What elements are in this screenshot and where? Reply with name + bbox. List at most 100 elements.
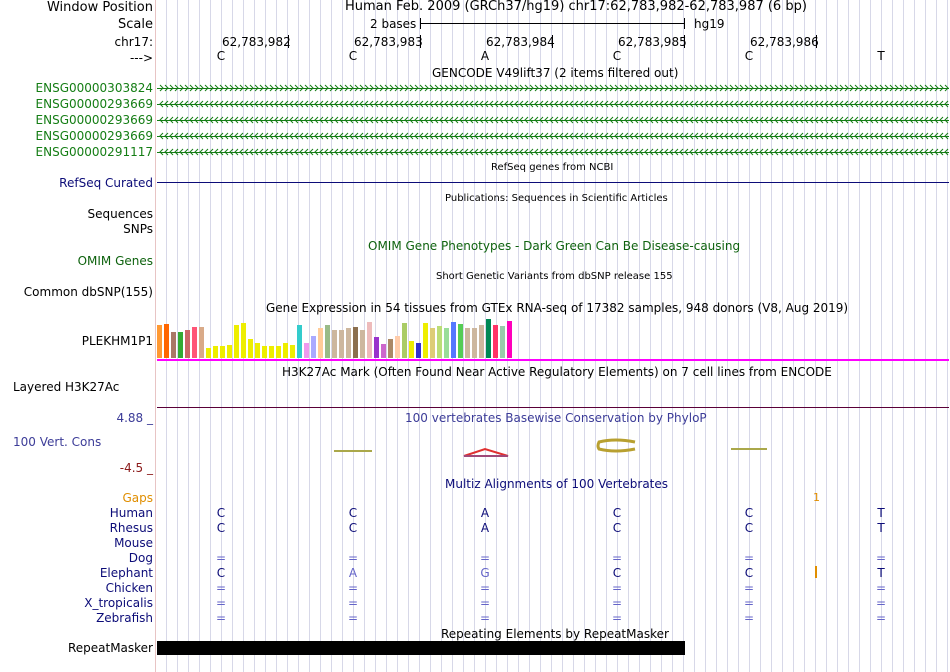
publications-title[interactable]: Publications: Sequences in Scientific Ar…	[445, 193, 668, 204]
gencode-title[interactable]: GENCODE V49lift37 (2 items filtered out)	[432, 66, 679, 80]
gtex-expression-bars[interactable]	[157, 317, 557, 358]
gtex-tissue-bar[interactable]	[276, 346, 281, 358]
multiz-species-label[interactable]: Chicken	[105, 581, 153, 595]
gtex-label[interactable]: PLEKHM1P1	[81, 334, 153, 348]
multiz-title[interactable]: Multiz Alignments of 100 Vertebrates	[445, 477, 669, 491]
refseq-label[interactable]: RefSeq Curated	[59, 176, 153, 190]
gtex-tissue-bar[interactable]	[262, 346, 267, 358]
gtex-tissue-bar[interactable]	[451, 322, 456, 358]
gtex-tissue-bar[interactable]	[178, 332, 183, 358]
gtex-tissue-bar[interactable]	[374, 337, 379, 358]
gtex-tissue-bar[interactable]	[311, 336, 316, 358]
repeatmasker-label[interactable]: RepeatMasker	[67, 641, 153, 655]
gtex-tissue-bar[interactable]	[500, 326, 505, 358]
gtex-tissue-bar[interactable]	[353, 327, 358, 358]
assembly-position[interactable]: Human Feb. 2009 (GRCh37/hg19) chr17:62,7…	[345, 0, 807, 14]
gencode-gene-line[interactable]	[157, 148, 949, 156]
gtex-tissue-bar[interactable]	[472, 328, 477, 358]
gencode-gene-line[interactable]	[157, 132, 949, 140]
gtex-tissue-bar[interactable]	[430, 328, 435, 358]
gtex-tissue-bar[interactable]	[437, 326, 442, 358]
grid-line	[738, 0, 739, 672]
phylop-title[interactable]: 100 vertebrates Basewise Conservation by…	[405, 411, 707, 425]
gtex-tissue-bar[interactable]	[171, 332, 176, 358]
gencode-item-label[interactable]: ENSG00000293669	[35, 113, 153, 127]
gencode-gene-line[interactable]	[157, 116, 949, 124]
dbsnp-label[interactable]: Common dbSNP(155)	[23, 285, 153, 299]
gtex-tissue-bar[interactable]	[206, 348, 211, 358]
gtex-tissue-bar[interactable]	[507, 321, 512, 358]
gtex-tissue-bar[interactable]	[402, 323, 407, 358]
gtex-tissue-bar[interactable]	[423, 323, 428, 358]
repeat-element-block[interactable]	[157, 641, 685, 655]
snps-label[interactable]: SNPs	[123, 222, 153, 236]
gtex-tissue-bar[interactable]	[241, 323, 246, 358]
gtex-tissue-bar[interactable]	[388, 339, 393, 358]
gtex-tissue-bar[interactable]	[444, 328, 449, 358]
gtex-tissue-bar[interactable]	[339, 330, 344, 358]
multiz-species-label[interactable]: Elephant	[99, 566, 153, 580]
multiz-species-label[interactable]: Mouse	[114, 536, 153, 550]
gtex-tissue-bar[interactable]	[346, 328, 351, 358]
gtex-tissue-bar[interactable]	[367, 322, 372, 358]
gtex-tissue-bar[interactable]	[192, 327, 197, 358]
gtex-tissue-bar[interactable]	[325, 325, 330, 358]
repeatmasker-title[interactable]: Repeating Elements by RepeatMasker	[441, 627, 669, 641]
gtex-tissue-bar[interactable]	[157, 325, 162, 358]
gtex-tissue-bar[interactable]	[479, 325, 484, 358]
gencode-item-label[interactable]: ENSG00000293669	[35, 97, 153, 111]
gtex-tissue-bar[interactable]	[255, 343, 260, 358]
gencode-item-label[interactable]: ENSG00000303824	[35, 81, 153, 95]
gtex-tissue-bar[interactable]	[332, 330, 337, 358]
refseq-title[interactable]: RefSeq genes from NCBI	[491, 162, 614, 173]
gtex-tissue-bar[interactable]	[493, 325, 498, 358]
grid-line	[276, 0, 277, 672]
gtex-tissue-bar[interactable]	[297, 325, 302, 358]
h3k27ac-label[interactable]: Layered H3K27Ac	[13, 380, 120, 394]
gtex-tissue-bar[interactable]	[269, 346, 274, 358]
gtex-tissue-bar[interactable]	[220, 346, 225, 358]
multiz-species-label[interactable]: Dog	[128, 551, 153, 565]
grid-line	[936, 0, 937, 672]
sequences-label[interactable]: Sequences	[87, 207, 153, 221]
omim-label[interactable]: OMIM Genes	[77, 254, 153, 268]
dbsnp-title[interactable]: Short Genetic Variants from dbSNP releas…	[436, 271, 673, 282]
gtex-tissue-bar[interactable]	[185, 330, 190, 358]
gencode-item-label[interactable]: ENSG00000293669	[35, 129, 153, 143]
gtex-tissue-bar[interactable]	[381, 344, 386, 358]
gtex-tissue-bar[interactable]	[360, 330, 365, 358]
multiz-species-label[interactable]: Human	[109, 506, 153, 520]
gtex-tissue-bar[interactable]	[290, 345, 295, 358]
refseq-gene-line[interactable]	[157, 182, 949, 183]
gtex-tissue-bar[interactable]	[248, 339, 253, 358]
gencode-item-label[interactable]: ENSG00000291117	[35, 145, 153, 159]
gtex-tissue-bar[interactable]	[395, 336, 400, 358]
multiz-species-label[interactable]: Zebrafish	[96, 611, 153, 625]
gtex-tissue-bar[interactable]	[465, 328, 470, 358]
gtex-title[interactable]: Gene Expression in 54 tissues from GTEx …	[266, 301, 849, 315]
gtex-tissue-bar[interactable]	[164, 324, 169, 358]
gtex-tissue-bar[interactable]	[199, 327, 204, 358]
gencode-gene-line[interactable]	[157, 84, 949, 92]
alignment-base: =	[875, 581, 887, 595]
gtex-tissue-bar[interactable]	[458, 324, 463, 358]
gtex-tissue-bar[interactable]	[304, 343, 309, 358]
grid-line	[793, 0, 794, 672]
strand-chevrons	[159, 116, 949, 124]
gtex-tissue-bar[interactable]	[318, 328, 323, 358]
h3k27ac-title[interactable]: H3K27Ac Mark (Often Found Near Active Re…	[282, 365, 832, 379]
phylop-label[interactable]: 100 Vert. Cons	[13, 435, 102, 449]
alignment-base: =	[479, 611, 491, 625]
gtex-tissue-bar[interactable]	[416, 343, 421, 358]
gtex-tissue-bar[interactable]	[283, 343, 288, 358]
gtex-tissue-bar[interactable]	[234, 325, 239, 358]
gaps-label[interactable]: Gaps	[122, 491, 153, 505]
gtex-tissue-bar[interactable]	[227, 345, 232, 358]
gtex-tissue-bar[interactable]	[486, 319, 491, 358]
multiz-species-label[interactable]: Rhesus	[109, 521, 153, 535]
gtex-tissue-bar[interactable]	[213, 346, 218, 358]
omim-title[interactable]: OMIM Gene Phenotypes - Dark Green Can Be…	[368, 239, 741, 253]
gtex-tissue-bar[interactable]	[409, 341, 414, 358]
multiz-species-label[interactable]: X_tropicalis	[84, 596, 153, 610]
gencode-gene-line[interactable]	[157, 100, 949, 108]
